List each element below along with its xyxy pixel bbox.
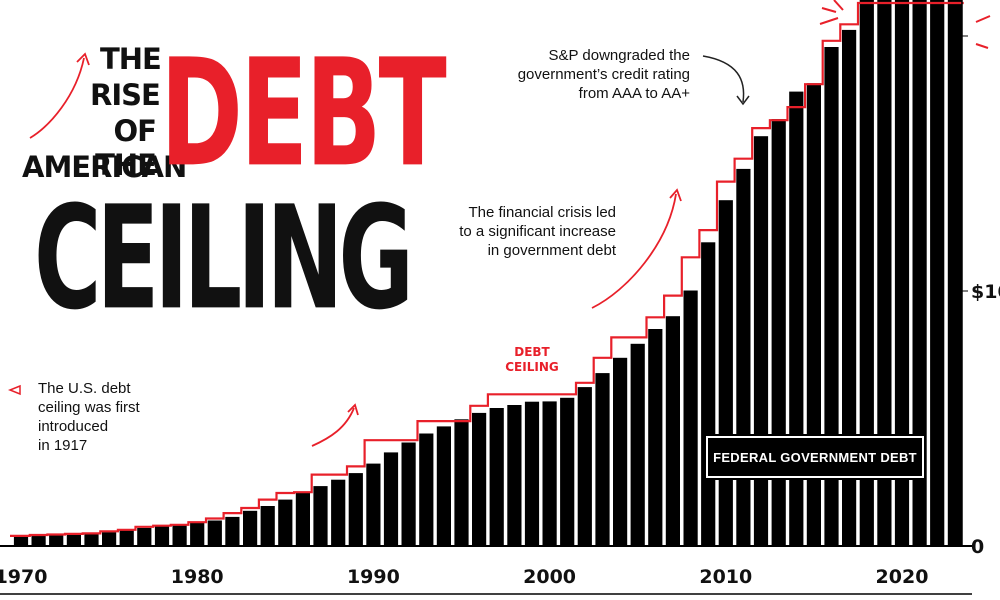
bar-1977 [137,527,152,546]
x-tick-1990: 1990 [347,566,400,588]
series-badge-federal-debt: FEDERAL GOVERNMENT DEBT [706,436,924,478]
arrow-icon-downgrade [702,55,745,103]
bar-1970 [13,536,29,546]
annotation-financial-crisis: The financial crisis led to a significan… [410,203,616,260]
bar-1973 [66,534,81,546]
arrow-icon-1990-head [347,403,359,416]
debt-ceiling-label-line-2: CEILING [505,360,559,374]
annotation-crisis-line-3: in government debt [487,242,616,259]
bar-1971 [31,535,46,546]
bar-2022 [930,0,945,546]
title-line-the: THE [100,42,162,76]
annotation-downgrade-line-3: from AAA to AA+ [578,85,690,102]
ceiling-line [10,1,964,538]
debt-ceiling-label: DEBT CEILING [494,345,570,375]
bar-2019 [877,0,892,546]
bar-1990 [366,463,381,546]
bar-1992 [401,442,416,546]
bar-2006 [648,329,663,546]
bar-2010 [718,200,733,546]
title-line-of-the: OF THE [95,114,157,182]
bar-1986 [295,491,310,546]
annotation-crisis-line-1: The financial crisis led [468,204,616,221]
bar-1988 [331,479,346,546]
bar-1999 [524,401,540,546]
bar-2018 [859,0,874,546]
bar-1982 [225,516,240,546]
annotation-first-introduced-line-4: in 1917 [38,437,88,454]
bar-1993 [419,433,434,546]
title-line-rise: RISE [90,78,161,112]
bar-1979 [172,524,187,546]
x-tick-2010: 2010 [699,566,752,588]
arrow-icon-crisis-head [669,188,682,202]
bar-2015 [806,83,821,546]
x-tick-group: 1970 1980 1990 2000 2010 2020 [0,566,928,588]
annotation-first-introduced-line-3: introduced [38,418,109,435]
y-tick-label-10: $10 [971,281,1000,303]
bar-2014 [789,91,804,546]
bar-2000 [542,401,557,546]
annotation-crisis-line-2: to a significant increase [459,223,616,240]
y-tick-label-0: 0 [971,536,984,558]
annotation-first-introduced-line-2: ceiling was first [38,399,140,416]
bar-1981 [207,520,222,546]
bar-1997 [489,408,504,546]
title-ceiling: CEILING [34,175,414,342]
bar-1994 [436,426,451,546]
bar-2023 [947,0,962,546]
bar-1980 [190,522,205,546]
arrow-icon-title [29,57,85,139]
annotation-downgrade: S&P downgraded the government’s credit r… [470,46,690,103]
bar-1996 [472,412,487,546]
arrow-icon-crisis [591,193,677,309]
bar-2002 [577,387,592,546]
bar-1989 [348,473,363,546]
debt-bars [13,0,962,547]
debt-ceiling-label-line-1: DEBT [514,345,550,359]
bar-1974 [84,533,99,546]
annotation-downgrade-line-2: government’s credit rating [517,66,690,83]
annotation-first-introduced-line-1: The U.S. debt [38,380,131,397]
bar-1976 [119,529,134,546]
annotation-first-introduced: The U.S. debt ceiling was first introduc… [38,379,238,455]
bar-2017 [842,29,857,546]
bar-2021 [912,0,927,546]
arrow-icon-title-head [76,52,90,66]
bar-2008 [683,290,698,546]
bar-2007 [665,316,680,546]
bar-2012 [753,136,769,546]
first-introduced-marker-icon [7,384,21,396]
title-debt: DEBT [160,26,447,200]
annotation-downgrade-line-1: S&P downgraded the [548,47,691,64]
x-tick-2020: 2020 [876,566,929,588]
bar-2009 [701,242,716,547]
bar-2020 [894,0,910,546]
bar-1975 [102,532,117,546]
bar-2013 [771,119,786,546]
y-tick-group: 0 $10 [962,35,1000,558]
bar-2011 [736,168,751,546]
arrow-icon-1990 [311,407,355,447]
bar-1972 [49,534,64,546]
bar-1998 [507,405,522,546]
bar-1995 [454,419,469,546]
arrow-icon-downgrade-head [736,95,750,106]
bar-2004 [613,357,628,546]
x-tick-1980: 1980 [171,566,224,588]
bar-1987 [313,486,328,546]
bar-1984 [260,506,275,546]
x-tick-2000: 2000 [523,566,576,588]
bar-2001 [560,397,575,546]
bar-1985 [278,499,293,546]
burst-icon [819,0,991,49]
bar-2003 [595,373,610,546]
bar-1983 [243,510,258,546]
x-tick-1970: 1970 [0,566,47,588]
bar-2005 [630,343,645,546]
bar-1978 [154,526,170,546]
bar-1991 [383,452,399,546]
bar-2016 [824,47,839,546]
